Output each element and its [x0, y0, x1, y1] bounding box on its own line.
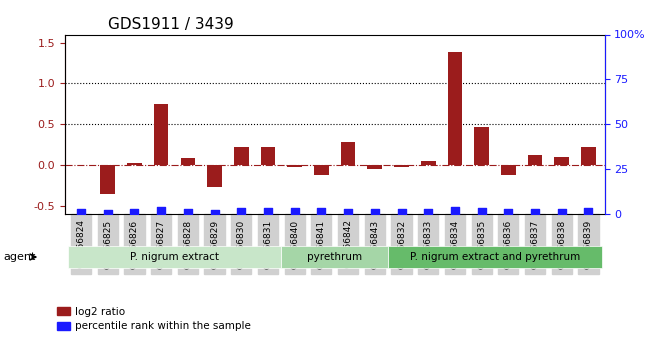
- Point: [156, 208, 166, 214]
- Bar: [314, 165, 329, 175]
- Bar: [448, 52, 462, 165]
- Point: [450, 208, 460, 214]
- Point: [530, 210, 540, 215]
- Point: [183, 210, 193, 216]
- Point: [396, 210, 407, 215]
- Text: P. nigrum extract and pyrethrum: P. nigrum extract and pyrethrum: [410, 252, 580, 262]
- Point: [263, 209, 273, 215]
- Point: [556, 210, 567, 216]
- Bar: [261, 147, 276, 165]
- Point: [583, 209, 593, 215]
- Point: [503, 210, 514, 216]
- Bar: [341, 142, 356, 165]
- Bar: [207, 165, 222, 187]
- Point: [343, 210, 354, 216]
- Point: [476, 210, 487, 215]
- Bar: [474, 127, 489, 165]
- Bar: [581, 147, 596, 165]
- Bar: [127, 162, 142, 165]
- Point: [209, 211, 220, 216]
- Bar: [421, 161, 436, 165]
- FancyBboxPatch shape: [68, 246, 281, 268]
- Legend: log2 ratio, percentile rank within the sample: log2 ratio, percentile rank within the s…: [57, 307, 251, 331]
- Point: [316, 209, 326, 215]
- Text: P. nigrum extract: P. nigrum extract: [130, 252, 219, 262]
- Point: [370, 210, 380, 215]
- Bar: [234, 147, 248, 165]
- Bar: [501, 165, 515, 175]
- Point: [129, 210, 140, 216]
- FancyBboxPatch shape: [281, 246, 388, 268]
- Point: [103, 211, 113, 216]
- Point: [289, 209, 300, 215]
- Bar: [528, 155, 542, 165]
- Bar: [181, 158, 195, 165]
- Bar: [154, 104, 168, 165]
- Bar: [394, 165, 409, 167]
- Bar: [100, 165, 115, 194]
- Text: pyrethrum: pyrethrum: [307, 252, 362, 262]
- Point: [423, 210, 434, 216]
- Text: GDS1911 / 3439: GDS1911 / 3439: [108, 17, 234, 32]
- Point: [76, 211, 86, 216]
- Text: agent: agent: [3, 252, 36, 262]
- Point: [236, 209, 246, 215]
- Bar: [367, 165, 382, 169]
- FancyBboxPatch shape: [388, 246, 602, 268]
- Bar: [554, 157, 569, 165]
- Bar: [287, 165, 302, 167]
